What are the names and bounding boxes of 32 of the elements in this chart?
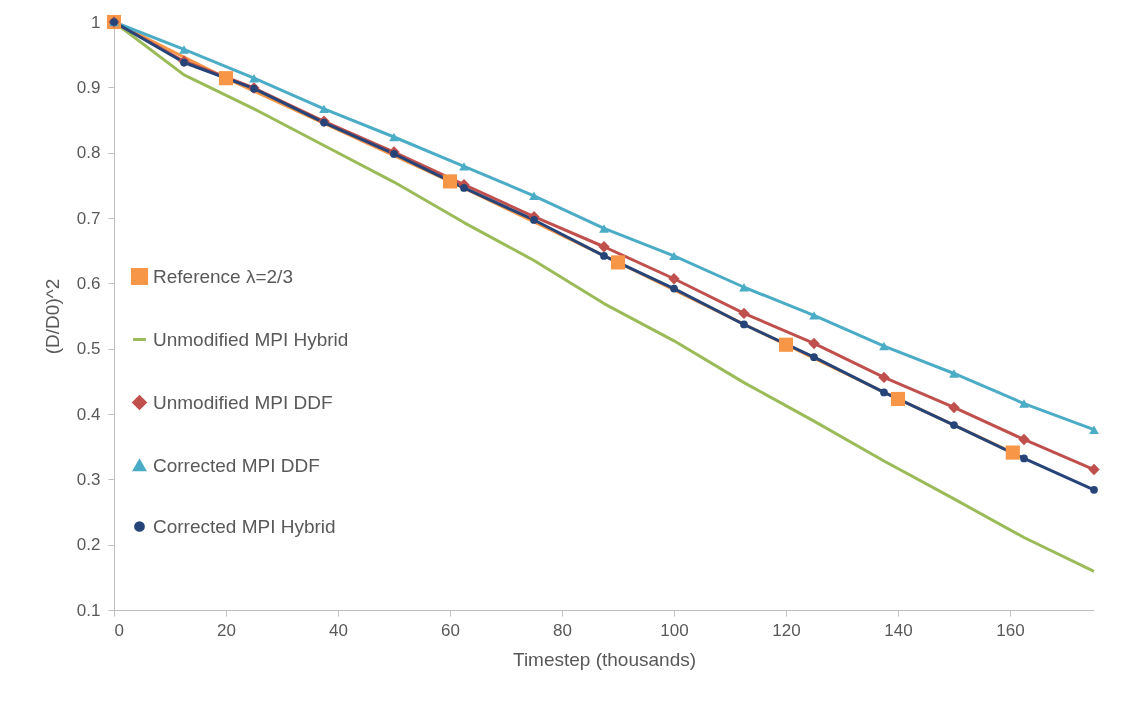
y-tick-label: 0.5 <box>76 339 101 359</box>
y-axis-title: (D/D0)^2 <box>41 278 63 355</box>
y-tick-label: 0.3 <box>76 469 101 489</box>
point <box>218 71 234 86</box>
y-tick-label: 0.8 <box>76 143 101 163</box>
y-tick-label: 0.4 <box>76 404 101 424</box>
x-tick-label: 20 <box>217 620 236 640</box>
y-tick-label: 1 <box>91 12 101 32</box>
y-tick-label: 0.1 <box>76 600 101 620</box>
x-tick-label: 80 <box>553 620 572 640</box>
x-tick-label: 40 <box>329 620 348 640</box>
point <box>778 337 794 352</box>
x-tick-label: 120 <box>772 620 801 640</box>
point <box>890 391 906 407</box>
x-tick-label: 0 <box>114 620 124 640</box>
point <box>442 174 458 189</box>
y-tick-label: 0.9 <box>76 77 101 97</box>
y-tick-label: 0.6 <box>76 273 101 293</box>
point <box>610 255 626 270</box>
x-tick-label: 100 <box>660 620 689 640</box>
x-tick-label: 160 <box>996 620 1025 640</box>
legend-label: Unmodified MPI Hybrid <box>153 328 349 350</box>
x-tick-label: 140 <box>884 620 913 640</box>
y-tick-label: 0.2 <box>76 535 101 555</box>
x-tick-label: 60 <box>441 620 460 640</box>
point <box>1005 445 1020 460</box>
y-tick-label: 0.7 <box>76 208 101 228</box>
x-axis-title: Timestep (thousands) <box>512 648 697 670</box>
legend-label: Unmodified MPI DDF <box>153 391 333 413</box>
legend-label: Corrected MPI DDF <box>153 454 320 476</box>
legend-label: Corrected MPI Hybrid <box>153 515 336 537</box>
legend-label: Reference λ=2/3 <box>153 265 293 287</box>
